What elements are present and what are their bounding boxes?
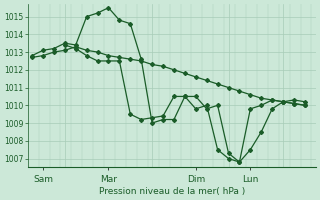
X-axis label: Pression niveau de la mer( hPa ): Pression niveau de la mer( hPa )	[99, 187, 245, 196]
